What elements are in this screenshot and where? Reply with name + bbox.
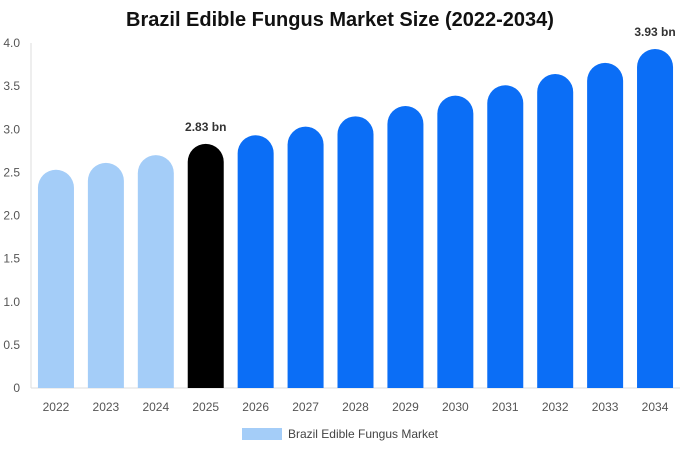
bar-2029 xyxy=(387,105,424,389)
bar-2025 xyxy=(187,143,224,388)
legend-label: Brazil Edible Fungus Market xyxy=(287,426,439,441)
x-tick-label: 2027 xyxy=(292,400,319,414)
y-tick-label: 0.5 xyxy=(3,338,20,352)
bar-2028 xyxy=(337,116,374,389)
x-tick-label: 2031 xyxy=(492,400,519,414)
bar-2026 xyxy=(237,135,274,388)
bar-2031 xyxy=(487,85,524,388)
chart-title: Brazil Edible Fungus Market Size (2022-2… xyxy=(126,9,554,31)
x-axis: 2022 2023 2024 2025 2026 2027 2028 2029 2030 2031… xyxy=(31,387,680,414)
bar-2027 xyxy=(287,126,324,388)
y-tick-label: 0 xyxy=(13,381,20,395)
x-tick-label: 2025 xyxy=(192,400,219,414)
data-labels: 2.83 bn 3.93 bn xyxy=(185,25,676,134)
data-label-2025: 2.83 bn xyxy=(185,120,226,134)
bar-2032 xyxy=(537,74,574,389)
x-tick-label: 2030 xyxy=(442,400,469,414)
legend-swatch xyxy=(241,427,282,440)
bar-2033 xyxy=(587,62,624,389)
x-tick-label: 2022 xyxy=(43,400,70,414)
x-tick-label: 2034 xyxy=(642,400,669,414)
x-tick-label: 2026 xyxy=(242,400,269,414)
y-tick-label: 3.0 xyxy=(3,122,20,136)
bar-2034 xyxy=(637,49,674,388)
x-tick-label: 2032 xyxy=(542,400,569,414)
y-tick-label: 3.5 xyxy=(3,79,20,93)
x-tick-label: 2033 xyxy=(592,400,619,414)
bar-2023 xyxy=(87,162,124,388)
bars xyxy=(37,49,674,389)
legend: Brazil Edible Fungus Market xyxy=(0,426,680,441)
y-axis: 0 0.5 1.0 1.5 2.0 2.5 3.0 3.5 4.0 xyxy=(3,36,32,395)
data-label-2034: 3.93 bn xyxy=(634,25,675,39)
x-tick-label: 2023 xyxy=(93,400,120,414)
y-tick-label: 2.0 xyxy=(3,209,20,223)
y-tick-label: 2.5 xyxy=(3,165,20,179)
y-tick-label: 1.0 xyxy=(3,295,20,309)
bar-2024 xyxy=(137,155,174,388)
bar-2030 xyxy=(437,95,474,389)
x-tick-label: 2029 xyxy=(392,400,419,414)
x-tick-label: 2024 xyxy=(142,400,169,414)
x-tick-label: 2028 xyxy=(342,400,369,414)
y-tick-label: 4.0 xyxy=(3,36,20,50)
y-tick-label: 1.5 xyxy=(3,252,20,266)
bar-2022 xyxy=(37,169,74,388)
